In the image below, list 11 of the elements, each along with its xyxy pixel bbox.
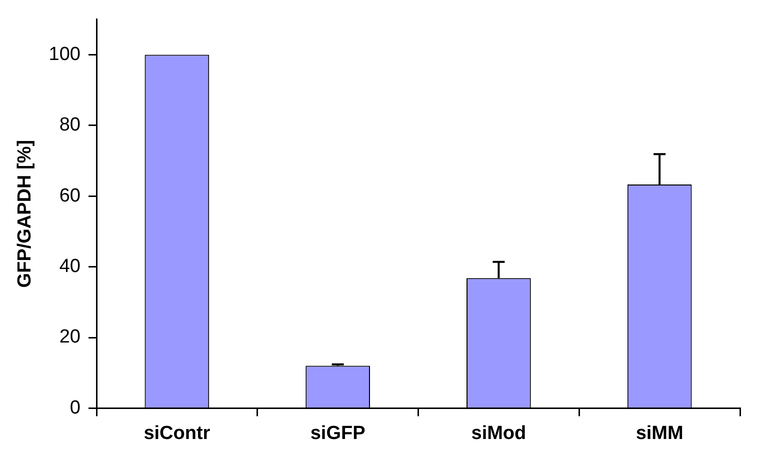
y-tick-label: 40 bbox=[59, 256, 80, 278]
y-tick-label: 0 bbox=[70, 397, 80, 418]
y-tick-label: 60 bbox=[59, 185, 80, 206]
y-tick-label: 20 bbox=[59, 326, 80, 348]
y-tick-label: 80 bbox=[59, 114, 80, 136]
x-tick-label: siContr bbox=[144, 422, 211, 444]
x-tick-label: siMM bbox=[636, 422, 684, 444]
y-tick-label: 100 bbox=[48, 44, 80, 65]
x-tick-label: siMod bbox=[471, 422, 526, 444]
y-axis-title: GFP/GAPDH [%] bbox=[14, 140, 36, 288]
x-tick-label: siGFP bbox=[310, 422, 366, 444]
